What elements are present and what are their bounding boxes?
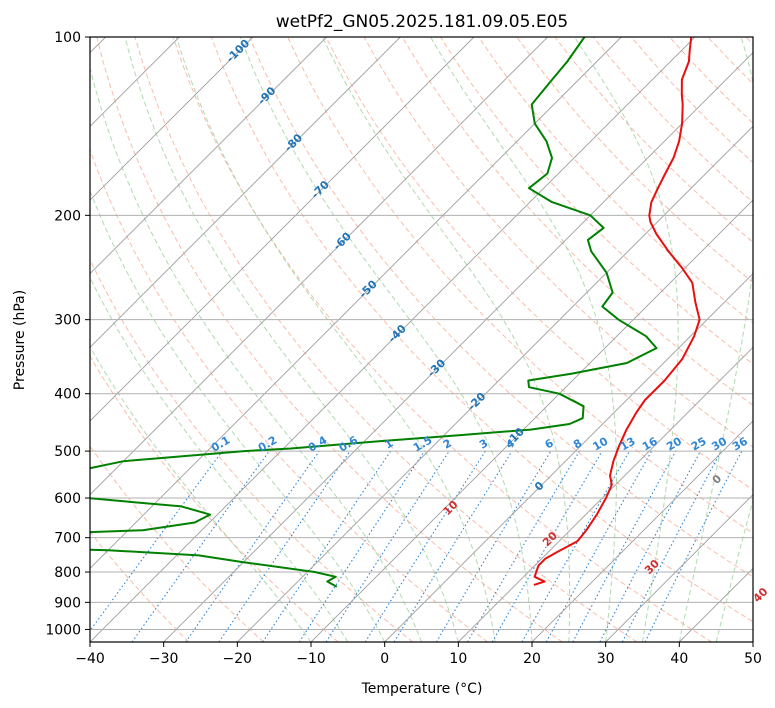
y-axis-ticks: 100 200 300 400 500 600 700 800 900 1000 [45,30,90,638]
isotherm-line [458,346,753,642]
x-tick-label: −40 [75,651,105,667]
isotherm-line [752,641,753,642]
plot-frame [89,36,754,643]
y-tick-label: 200 [54,208,81,224]
moist-adiabat-line [678,37,753,642]
temperature-line [533,37,701,586]
plot-background [90,37,753,642]
mixing-ratio-line [325,450,450,642]
isotherm-line [90,37,696,642]
dry-adiabat-line [90,355,339,642]
y-tick-label: 600 [54,491,81,507]
moist-adiabat-line [715,498,753,642]
mixing-ratio-lines [90,450,743,642]
x-tick-label: 10 [449,651,467,667]
mixing-ratio-line [521,450,630,642]
y-tick-label: 700 [54,531,81,547]
mixing-ratio-line [545,450,653,642]
dry-adiabat-line [249,37,753,578]
x-tick-label: 30 [597,651,615,667]
isotherms [90,37,753,642]
x-tick-label: 0 [380,651,389,667]
mixing-ratio-line [262,450,392,642]
dry-adiabat-line [90,258,414,642]
dry-adiabat-line [96,37,563,642]
isotherm-line [384,273,753,642]
moist-adiabat-line [574,37,679,642]
y-tick-label: 500 [54,444,81,460]
isotherm-line [90,37,327,275]
y-tick-label: 800 [54,565,81,581]
isotherm-line [237,125,753,642]
mixing-ratio-line [185,450,320,642]
isotherm-line [90,37,548,496]
x-axis-label: Temperature (°C) [361,681,483,697]
dry-adiabat-line [401,37,753,406]
dry-adiabat-line [90,445,264,642]
profile-series [90,37,701,588]
y-tick-label: 100 [54,30,81,46]
dry-adiabat-line [210,37,753,623]
isotherm-line [90,37,475,422]
x-tick-label: −20 [223,651,253,667]
moist-adiabats [90,37,753,642]
isotherm-line [90,37,401,348]
moist-adiabat-line [430,37,617,642]
y-tick-label: 400 [54,387,81,403]
dry-adiabat-line [172,37,712,642]
moist-adiabat-line [90,65,422,642]
mixing-ratio-line [90,450,223,632]
moist-adiabat-line [175,37,496,642]
dry-adiabat-line [90,148,488,642]
isotherm-line [90,37,622,569]
y-tick-label: 900 [54,595,81,611]
isotherm-line [90,37,254,201]
mixing-ratio-line [298,450,425,642]
x-tick-label: 40 [670,651,688,667]
isotherm-line [605,494,753,642]
moist-adiabat-line [90,276,349,642]
x-axis-ticks: −40 −30 −20 −10 0 10 20 30 40 50 [75,642,762,667]
moist-adiabat-line [90,189,386,642]
isotherm-line [531,420,753,642]
mixing-ratio-line [393,450,513,642]
dry-adiabat-line [90,531,190,642]
isotherm-line [163,52,753,642]
dry-adiabat-line [325,37,753,491]
mixing-ratio-line [218,450,351,642]
isotherm-line [310,199,753,642]
x-tick-label: 50 [744,651,762,667]
x-tick-label: 20 [523,651,541,667]
isobars [90,37,753,630]
y-tick-label: 1000 [45,622,81,638]
x-tick-label: −10 [296,651,326,667]
mixing-ratio-line [644,450,743,642]
moist-adiabat-line [124,37,459,642]
dry-adiabats [90,37,753,642]
y-tick-label: 300 [54,313,81,329]
x-tick-label: −30 [149,651,179,667]
dewpoint-line [90,37,658,588]
theta-label: 40 [751,585,771,605]
dry-adiabat-line [439,37,753,365]
mixing-ratio-line [131,450,270,642]
dry-adiabat-line [134,37,638,642]
chart-title: wetPf2_GN05.2025.181.09.05.E05 [276,12,568,32]
moist-adiabat-line [239,37,533,642]
mixing-ratio-line [572,450,677,642]
y-axis-label: Pressure (hPa) [12,290,28,390]
moist-adiabat-line [322,37,571,642]
